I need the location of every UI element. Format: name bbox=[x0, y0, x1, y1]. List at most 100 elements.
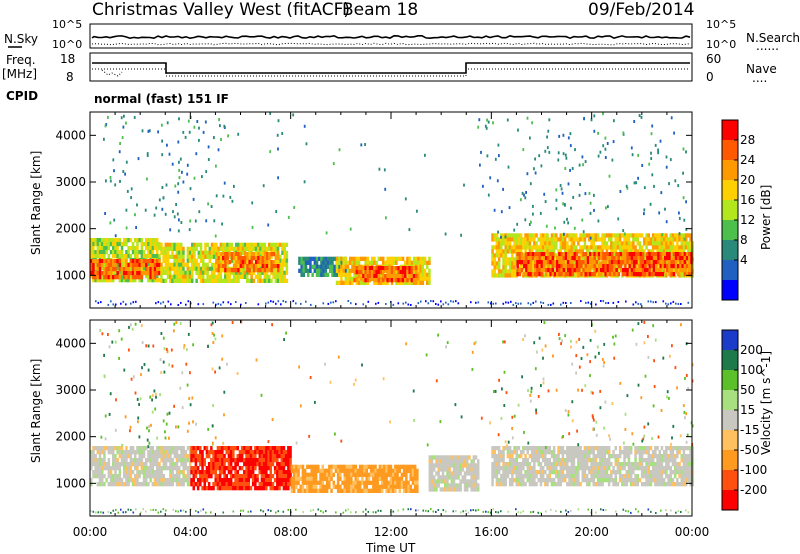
heatmap-cell-0-3 bbox=[217, 264, 221, 269]
scatter-echo bbox=[682, 196, 685, 200]
heatmap-cell-0-8 bbox=[602, 252, 605, 257]
heatmap-cell-0-4 bbox=[337, 264, 341, 269]
heatmap-cell-1-2 bbox=[339, 488, 342, 493]
heatmap-cell-1-0 bbox=[164, 454, 168, 459]
heatmap-cell-0-0 bbox=[131, 242, 135, 247]
heatmap-cell-0-7 bbox=[497, 253, 501, 258]
heatmap-cell-1-1 bbox=[223, 462, 226, 467]
heatmap-cell-1-2 bbox=[389, 480, 393, 485]
heatmap-cell-0-8 bbox=[536, 252, 539, 257]
heatmap-cell-1-1 bbox=[258, 454, 261, 459]
heatmap-cell-1-4 bbox=[548, 474, 551, 479]
heatmap-cell-0-3 bbox=[274, 260, 278, 265]
heatmap-cell-1-1 bbox=[205, 466, 209, 471]
scatter-echo bbox=[227, 134, 229, 138]
heatmap-cell-0-7 bbox=[495, 237, 499, 242]
heatmap-cell-0-8 bbox=[523, 256, 526, 261]
heatmap-cell-1-4 bbox=[513, 450, 516, 455]
heatmap-cell-0-2 bbox=[283, 254, 286, 259]
scatter-echo bbox=[404, 197, 407, 201]
near-range-echo bbox=[122, 300, 125, 303]
heatmap-cell-1-2 bbox=[299, 476, 302, 481]
heatmap-cell-0-7 bbox=[566, 233, 569, 238]
scatter-echo bbox=[165, 183, 168, 187]
heatmap-cell-0-0 bbox=[140, 246, 144, 251]
heatmap-cell-1-3 bbox=[463, 463, 467, 468]
heatmap-cell-1-0 bbox=[142, 482, 146, 487]
heatmap-cell-1-4 bbox=[568, 474, 571, 479]
heatmap-cell-0-2 bbox=[219, 258, 223, 263]
heatmap-cell-0-7 bbox=[691, 253, 694, 258]
heatmap-cell-0-2 bbox=[246, 242, 249, 247]
heatmap-cell-0-7 bbox=[601, 245, 604, 250]
heatmap-cell-0-5 bbox=[349, 268, 352, 273]
heatmap-cell-0-3 bbox=[261, 256, 265, 261]
heatmap-cell-1-4 bbox=[526, 446, 529, 451]
heatmap-cell-0-6 bbox=[355, 278, 359, 283]
heatmap-cell-1-3 bbox=[461, 455, 465, 460]
heatmap-cell-0-7 bbox=[651, 241, 655, 246]
near-range-echo bbox=[407, 303, 410, 306]
heatmap-cell-1-2 bbox=[312, 472, 316, 477]
heatmap-cell-0-5 bbox=[406, 260, 409, 265]
heatmap-cell-0-3 bbox=[255, 256, 258, 261]
heatmap-cell-0-2 bbox=[186, 246, 190, 251]
heatmap-cell-1-0 bbox=[140, 458, 144, 463]
heatmap-cell-0-8 bbox=[573, 256, 577, 261]
heatmap-cell-1-4 bbox=[530, 482, 534, 487]
heatmap-cell-0-7 bbox=[528, 245, 532, 250]
heatmap-cell-1-2 bbox=[369, 488, 373, 493]
scatter-echo bbox=[130, 196, 132, 200]
heatmap-cell-0-7 bbox=[592, 237, 595, 242]
heatmap-cell-1-0 bbox=[129, 466, 133, 471]
scatter-echo bbox=[207, 202, 209, 206]
heatmap-cell-0-7 bbox=[612, 241, 615, 246]
heatmap-cell-1-0 bbox=[120, 458, 124, 463]
heatmap-cell-1-4 bbox=[504, 466, 507, 471]
heatmap-cell-0-7 bbox=[594, 273, 598, 278]
heatmap-cell-0-3 bbox=[233, 256, 236, 261]
heatmap-cell-0-8 bbox=[633, 272, 636, 277]
heatmap-cell-0-7 bbox=[607, 237, 611, 242]
heatmap-cell-1-4 bbox=[563, 474, 567, 479]
heatmap-cell-1-0 bbox=[169, 462, 172, 467]
heatmap-cell-1-2 bbox=[314, 488, 318, 493]
heatmap-cell-1-3 bbox=[439, 475, 443, 480]
near-range-echo bbox=[625, 300, 627, 303]
heatmap-cell-1-4 bbox=[537, 470, 540, 475]
heatmap-cell-1-0 bbox=[94, 466, 97, 471]
heatmap-cell-0-3 bbox=[252, 268, 256, 273]
near-range-echo bbox=[362, 303, 365, 306]
heatmap-cell-1-1 bbox=[210, 450, 213, 455]
heatmap-cell-1-4 bbox=[524, 446, 527, 451]
heatmap-cell-1-3 bbox=[459, 471, 462, 476]
heatmap-cell-0-8 bbox=[690, 260, 693, 265]
near-range-echo bbox=[335, 300, 337, 303]
heatmap-cell-0-8 bbox=[628, 264, 632, 269]
heatmap-cell-0-4 bbox=[302, 264, 306, 269]
heatmap-cell-1-0 bbox=[127, 466, 130, 471]
heatmap-cell-1-4 bbox=[533, 474, 536, 479]
heatmap-cell-0-2 bbox=[226, 274, 229, 279]
heatmap-cell-0-6 bbox=[408, 270, 411, 275]
heatmap-cell-1-4 bbox=[568, 454, 571, 459]
heatmap-cell-1-0 bbox=[173, 462, 177, 467]
heatmap-cell-0-7 bbox=[539, 245, 543, 250]
heatmap-cell-0-3 bbox=[257, 264, 260, 269]
heatmap-cell-1-1 bbox=[192, 478, 195, 483]
heatmap-cell-0-3 bbox=[246, 252, 249, 257]
heatmap-cell-1-3 bbox=[461, 479, 465, 484]
heatmap-cell-0-4 bbox=[324, 264, 328, 269]
scatter-echo bbox=[126, 189, 129, 193]
heatmap-cell-1-4 bbox=[522, 474, 525, 479]
near-range-echo bbox=[670, 302, 672, 305]
heatmap-cell-1-2 bbox=[292, 480, 296, 485]
heatmap-cell-1-3 bbox=[457, 487, 460, 492]
heatmap-cell-0-0 bbox=[129, 266, 133, 271]
heatmap-cell-0-0 bbox=[134, 246, 137, 251]
heatmap-cell-0-8 bbox=[564, 256, 568, 261]
heatmap-cell-0-7 bbox=[493, 261, 496, 266]
heatmap-cell-0-7 bbox=[601, 237, 604, 242]
heatmap-cell-0-8 bbox=[523, 264, 526, 269]
heatmap-cell-0-8 bbox=[564, 264, 568, 269]
